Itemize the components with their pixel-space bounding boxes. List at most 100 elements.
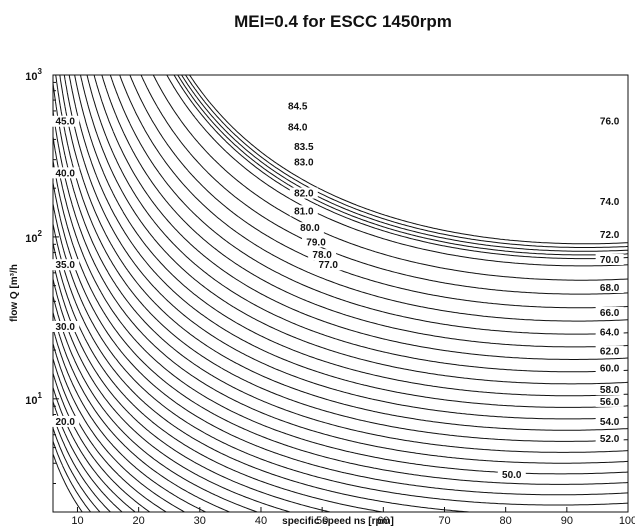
contour-line	[68, 75, 628, 408]
contour-label-bg	[595, 306, 624, 318]
contour-label-bg	[51, 259, 80, 271]
contour-label-bg	[289, 187, 318, 199]
contour-label: 68.0	[595, 282, 624, 294]
contour-label-text: 45.0	[55, 117, 75, 128]
contour-line	[53, 182, 628, 496]
contour-line	[189, 75, 628, 245]
contour-label-text: 56.0	[600, 397, 620, 408]
contour-label-bg	[595, 115, 624, 127]
contour-line	[55, 75, 628, 442]
contour-line	[74, 75, 628, 397]
contour-label-bg	[595, 362, 624, 374]
contour-line	[166, 75, 628, 267]
contour-label: 35.0	[51, 259, 80, 271]
contour-label-bg	[595, 282, 624, 294]
contour-label-bg	[595, 195, 624, 207]
contour-label: 52.0	[595, 432, 624, 445]
contour-label: 72.0	[595, 228, 624, 241]
contour-label: 64.0	[595, 326, 624, 338]
contour-label-bg	[314, 259, 343, 271]
x-tick-label: 20	[133, 515, 145, 527]
contour-line	[53, 223, 470, 512]
contour-label-bg	[595, 395, 624, 407]
x-tick-label: 50	[316, 515, 328, 527]
contour-label-text: 83.5	[294, 142, 314, 153]
contour-label-text: 50.0	[502, 470, 522, 481]
contour-label: 80.0	[295, 222, 324, 234]
contour-line	[109, 75, 628, 335]
contour-label-text: 82.0	[294, 189, 314, 200]
y-tick-base: 10	[25, 233, 37, 245]
contour-label: 83.5	[289, 140, 318, 153]
contour-label: 40.0	[51, 167, 80, 179]
contour-label-bg	[595, 345, 624, 357]
contour-label-bg	[302, 236, 331, 248]
contour-label-text: 79.0	[306, 237, 326, 248]
x-tick-label: 90	[561, 515, 573, 527]
y-tick-exponent: 3	[38, 67, 43, 76]
contour-label: 81.0	[289, 205, 318, 217]
contour-line	[53, 428, 101, 512]
y-tick-label: 102	[25, 229, 42, 245]
contour-label-bg	[595, 415, 624, 427]
contour-label-text: 62.0	[600, 347, 620, 358]
contour-label: 50.0	[497, 468, 526, 481]
contour-label-text: 64.0	[600, 327, 620, 338]
contour-label: 74.0	[595, 195, 624, 208]
contour-label-text: 40.0	[55, 168, 75, 179]
contour-lines	[53, 75, 628, 512]
contour-label-text: 81.0	[294, 206, 314, 217]
contour-label-text: 20.0	[55, 417, 75, 428]
y-tick-base: 10	[25, 71, 37, 83]
plot-frame	[52, 74, 629, 513]
contour-line	[53, 278, 291, 512]
contour-line	[53, 242, 383, 512]
contour-label: 56.0	[595, 395, 624, 408]
contour-label-bg	[595, 432, 624, 444]
contour-label-text: 35.0	[55, 260, 75, 271]
contour-label-text: 77.0	[319, 260, 339, 271]
contour-line	[119, 75, 628, 322]
contour-label-text: 66.0	[600, 308, 620, 319]
contour-line	[86, 75, 628, 373]
contour-line	[80, 75, 628, 385]
x-axis-title: specific speed ns [rpm]	[282, 516, 394, 527]
contour-label-text: 52.0	[600, 434, 620, 445]
contour-label: 77.0	[314, 259, 343, 271]
contour-label: 76.0	[595, 115, 624, 128]
contour-label-bg	[295, 222, 324, 234]
contour-line	[181, 75, 628, 252]
contour-label-bg	[51, 320, 80, 332]
y-tick-exponent: 1	[38, 391, 43, 400]
contour-line	[93, 75, 628, 360]
contour-label-text: 68.0	[600, 283, 620, 294]
contour-label: 45.0	[51, 115, 80, 128]
contour-label-bg	[289, 156, 318, 168]
contour-label-text: 76.0	[600, 117, 620, 128]
y-tick-label: 103	[25, 67, 42, 83]
contour-line	[59, 75, 628, 431]
contour-label: 70.0	[595, 253, 624, 266]
y-tick-exponent: 2	[38, 229, 43, 238]
y-tick-base: 10	[25, 395, 37, 407]
contour-label-text: 58.0	[600, 385, 620, 396]
chart-title: MEI=0.4 for ESCC 1450rpm	[234, 12, 452, 31]
contour-line	[53, 441, 91, 512]
contour-label: 83.0	[289, 156, 318, 169]
contour-line	[177, 75, 628, 256]
contour-label: 82.0	[289, 187, 318, 200]
contour-label-bg	[51, 115, 80, 127]
contour-label-text: 80.0	[300, 223, 320, 234]
contour-label: 58.0	[595, 384, 624, 396]
contour-line	[129, 75, 628, 309]
contour-labels: 84.5 84.0 83.5 83.0 82.0 81.0 80.0 79.0 78.077.0…	[51, 100, 624, 481]
contour-label-text: 72.0	[600, 230, 620, 241]
contour-line	[101, 75, 628, 348]
x-axis: 10 20 30 40 50 60 70 80 90 100	[71, 507, 635, 527]
contour-label: 79.0	[302, 236, 331, 248]
x-tick-label: 70	[438, 515, 450, 527]
contour-label: 60.0	[595, 362, 624, 374]
contour-label-bg	[51, 415, 80, 427]
